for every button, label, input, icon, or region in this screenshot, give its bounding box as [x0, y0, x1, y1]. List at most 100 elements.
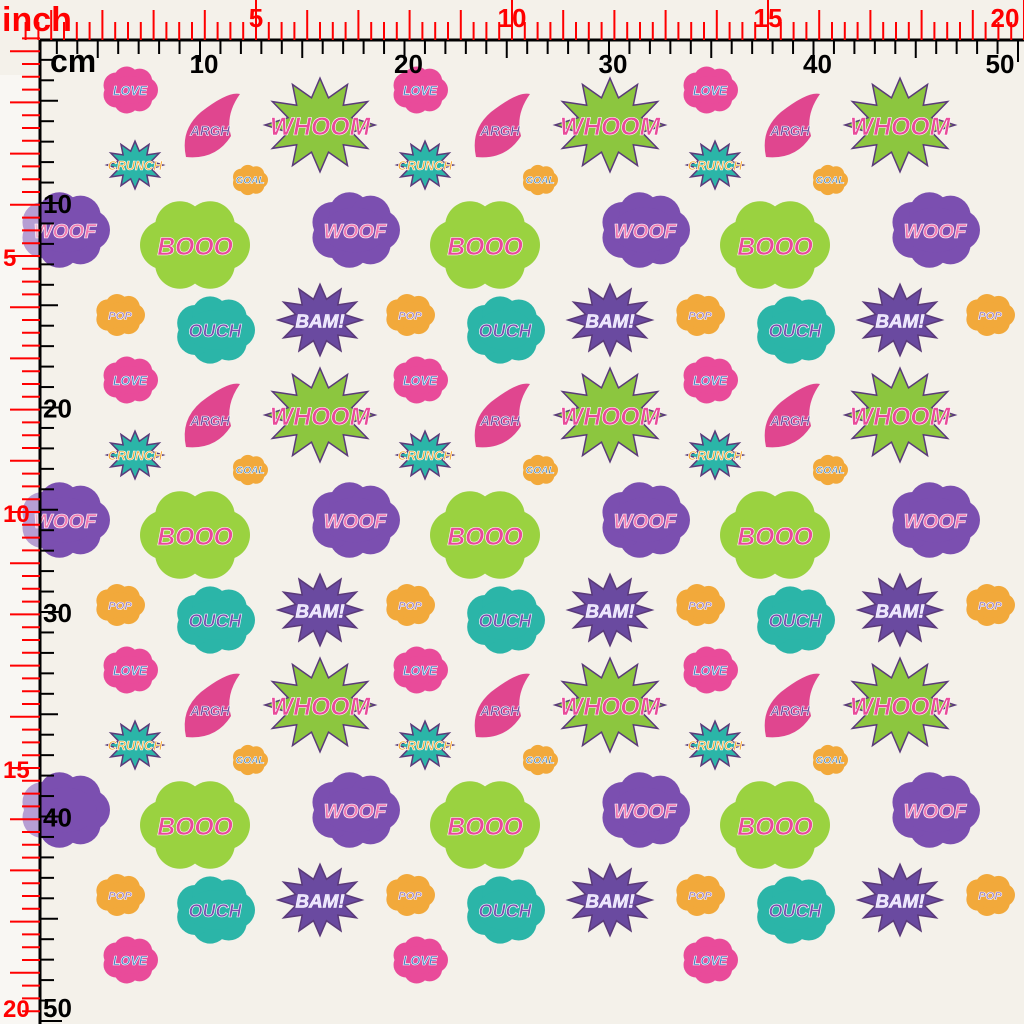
cloud-center: [767, 890, 823, 930]
sticker-love: LOVE: [393, 356, 448, 404]
sticker-goal: GOAL: [232, 454, 268, 486]
sticker-label: ARGH: [189, 123, 230, 138]
cloud-center: [972, 882, 1008, 908]
burst-shape: [684, 429, 746, 481]
sticker-pop: POP: [386, 294, 435, 336]
cloud-center: [33, 207, 97, 253]
sticker-love: LOVE: [683, 356, 738, 404]
cloud-center: [903, 207, 967, 253]
sticker-label: BOOO: [737, 234, 813, 261]
sticker-label: BAM!: [585, 602, 634, 623]
sticker-bam: BAM!: [565, 862, 655, 938]
sticker-bam: BAM!: [275, 862, 365, 938]
sticker-argh: ARGH: [474, 93, 530, 158]
cloud-center: [903, 787, 967, 833]
sticker-label: WHOOM: [850, 694, 952, 721]
sticker-label: POP: [108, 601, 132, 613]
cm-left-label: 20: [43, 394, 72, 424]
sticker-label: WOOF: [904, 801, 968, 823]
sticker-label: POP: [398, 601, 422, 613]
sticker-label: GOAL: [236, 465, 265, 476]
sticker-goal: GOAL: [522, 454, 558, 486]
inch-top-label: 20: [991, 3, 1020, 33]
sticker-argh: ARGH: [184, 673, 240, 738]
sticker-booo: BOOO: [430, 491, 540, 579]
cloud-center: [690, 946, 730, 974]
sticker-goal: GOAL: [522, 164, 558, 196]
inch-left-label: 20: [3, 996, 30, 1023]
sticker-label: BAM!: [875, 312, 924, 333]
sticker-label: ARGH: [479, 703, 520, 718]
cloud-center: [446, 507, 524, 563]
sticker-whoom: WHOOM: [552, 656, 668, 754]
cloud-center: [156, 217, 234, 273]
burst-shape: [275, 572, 365, 648]
sticker-ouch: OUCH: [757, 586, 835, 654]
flame-shape: [184, 673, 240, 738]
sticker-label: WOOF: [614, 511, 678, 533]
inch-top-label: 5: [249, 3, 263, 33]
sticker-ouch: OUCH: [467, 876, 545, 944]
sticker-label: CRUNCH: [398, 739, 453, 753]
burst-shape: [262, 366, 378, 464]
burst-shape: [275, 862, 365, 938]
sticker-label: WHOOM: [270, 114, 372, 141]
cloud-center: [690, 366, 730, 394]
flame-shape: [474, 383, 530, 448]
sticker-label: BOOO: [447, 814, 523, 841]
sticker-bam: BAM!: [855, 282, 945, 358]
cloud-center: [102, 302, 138, 328]
sticker-label: LOVE: [403, 954, 438, 968]
cloud-center: [392, 302, 428, 328]
sticker-label: WHOOM: [850, 114, 952, 141]
flame-shape: [474, 673, 530, 738]
cloud-center: [187, 600, 243, 640]
cm-unit-label: cm: [50, 43, 96, 79]
sticker-label: OUCH: [479, 901, 533, 921]
flame-shape: [474, 93, 530, 158]
cloud-center: [613, 787, 677, 833]
sticker-ouch: OUCH: [467, 296, 545, 364]
cloud-center: [817, 461, 843, 479]
sticker-label: CRUNCH: [688, 739, 743, 753]
sticker-label: ARGH: [479, 123, 520, 138]
sticker-love: LOVE: [393, 936, 448, 984]
cloud-center: [972, 302, 1008, 328]
cm-top-label: 30: [599, 49, 628, 79]
sticker-label: LOVE: [693, 664, 728, 678]
sticker-argh: ARGH: [184, 93, 240, 158]
sticker-woof: WOOF: [892, 482, 980, 558]
cloud-center: [446, 797, 524, 853]
sticker-label: LOVE: [403, 84, 438, 98]
sticker-label: GOAL: [236, 755, 265, 766]
sticker-pop: POP: [96, 294, 145, 336]
sticker-crunch: CRUNCH: [394, 429, 456, 481]
sticker-label: OUCH: [189, 321, 243, 341]
sticker-woof: WOOF: [602, 482, 690, 558]
sticker-label: BAM!: [295, 602, 344, 623]
sticker-argh: ARGH: [764, 673, 820, 738]
cloud-center: [613, 497, 677, 543]
sticker-label: GOAL: [816, 175, 845, 186]
sticker-label: OUCH: [769, 611, 823, 631]
sticker-label: POP: [978, 311, 1002, 323]
cloud-center: [736, 217, 814, 273]
cloud-center: [110, 946, 150, 974]
inch-top-label: 10: [498, 3, 527, 33]
sticker-label: BOOO: [157, 814, 233, 841]
sticker-pop: POP: [676, 294, 725, 336]
sticker-booo: BOOO: [140, 491, 250, 579]
sticker-ouch: OUCH: [757, 296, 835, 364]
sticker-label: WOOF: [34, 221, 98, 243]
burst-shape: [394, 719, 456, 771]
sticker-crunch: CRUNCH: [104, 429, 166, 481]
sticker-love: LOVE: [683, 646, 738, 694]
burst-shape: [262, 76, 378, 174]
cloud-center: [972, 592, 1008, 618]
sticker-label: ARGH: [769, 413, 810, 428]
inch-left-label: 15: [3, 757, 30, 784]
sticker-label: BOOO: [447, 234, 523, 261]
flame-shape: [184, 93, 240, 158]
burst-shape: [855, 282, 945, 358]
